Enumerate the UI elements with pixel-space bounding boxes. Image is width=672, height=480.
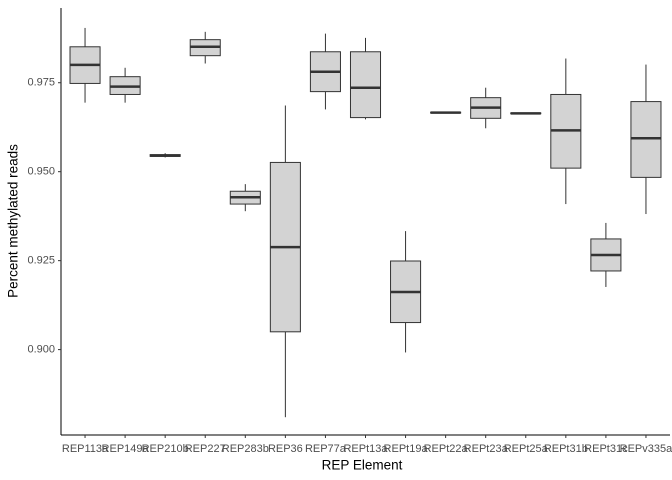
x-tick-label: REP210b [142, 443, 189, 455]
x-tick-label: REPt23a [464, 443, 509, 455]
y-tick-label: 0.925 [27, 255, 55, 267]
x-tick-label: REPv335a [620, 443, 672, 455]
x-tick-label: REP283b [222, 443, 269, 455]
x-axis-title: REP Element [322, 458, 403, 473]
x-tick-label: REP36 [268, 443, 303, 455]
y-tick-label: 0.900 [27, 344, 55, 356]
x-tick-label: REP227 [185, 443, 226, 455]
x-tick-label: REP149a [102, 443, 150, 455]
x-tick-label: REP77a [305, 443, 347, 455]
y-tick-label: 0.975 [27, 77, 55, 89]
x-tick-label: REPt25a [504, 443, 549, 455]
x-tick-label: REPt31b [544, 443, 588, 455]
x-tick-label: REPt13a [343, 443, 388, 455]
x-tick-label: REPt31c [584, 443, 628, 455]
y-tick-label: 0.950 [27, 166, 55, 178]
y-axis-title: Percent methylated reads [6, 144, 21, 298]
x-tick-label: REPt22a [424, 443, 469, 455]
x-tick-label: REP113a [62, 443, 109, 455]
box [349, 51, 382, 119]
x-tick-label: REPt19a [384, 443, 429, 455]
